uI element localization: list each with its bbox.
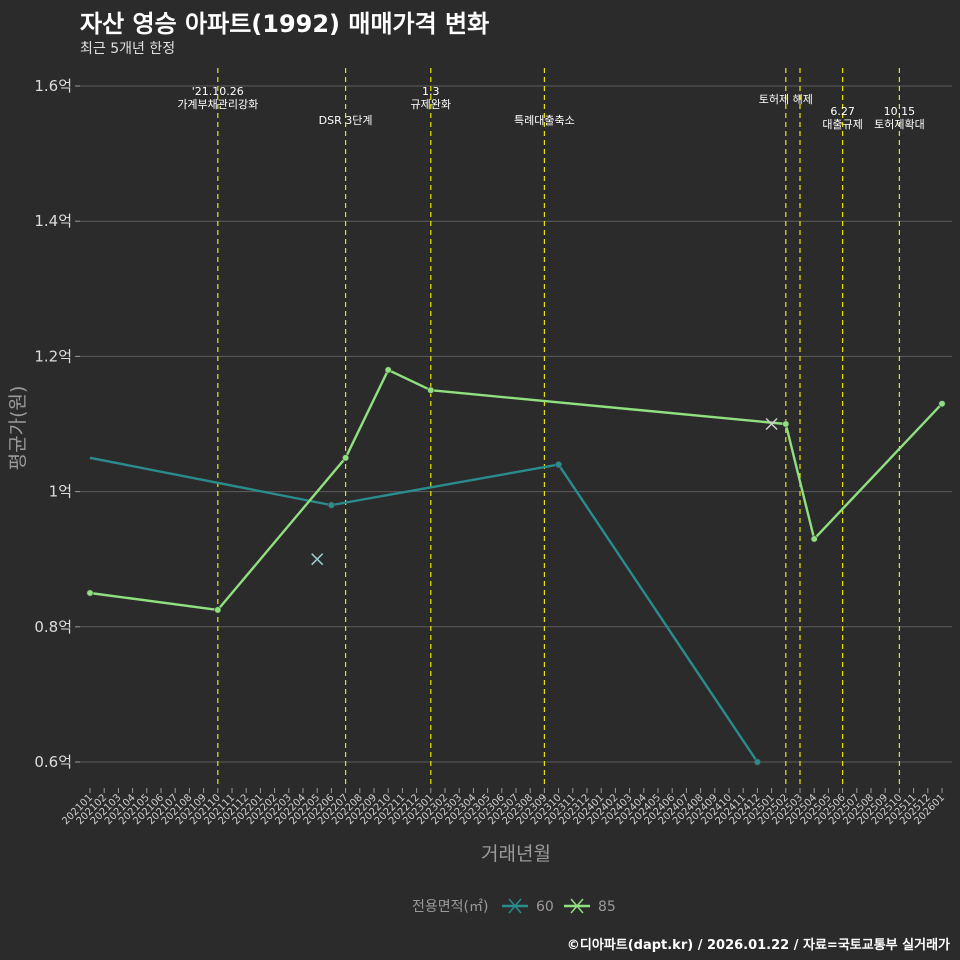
legend-label: 60 — [536, 899, 554, 915]
legend-item-85: 85 — [564, 898, 616, 915]
credit-footer: ©디아파트(dapt.kr) / 2026.01.22 / 자료=국토교통부 실… — [566, 938, 950, 953]
event-annotation: 6.27 — [830, 105, 855, 118]
x-marker-stroke — [765, 417, 778, 431]
data-point-60 — [753, 758, 761, 766]
legend-swatch-x — [508, 898, 522, 914]
data-point-85 — [782, 420, 790, 428]
legend-label: 85 — [598, 899, 616, 915]
event-annotation: 10.15 — [884, 105, 916, 118]
y-tick-label: 1.4억 — [34, 212, 72, 230]
y-tick-label: 0.6억 — [34, 753, 72, 771]
chart-title: 자산 영승 아파트(1992) 매매가격 변화 — [80, 10, 490, 38]
y-tick-label: 1억 — [49, 483, 72, 501]
series-layer — [86, 366, 946, 766]
event-annotation: 토허제확대 — [874, 118, 925, 131]
data-point-60 — [327, 501, 335, 509]
event-annotation: 대출규제 — [822, 118, 862, 131]
y-tick-label: 1.2억 — [34, 347, 72, 365]
x-axis-title: 거래년월 — [481, 843, 551, 865]
event-annotation: 토허제 해제 — [759, 92, 813, 106]
y-axis-title: 평균가(원) — [7, 386, 29, 471]
event-annotation: '21.10.26 — [192, 85, 244, 98]
event-annotation: 1.3 — [422, 85, 440, 98]
y-tick-label: 1.6억 — [34, 77, 72, 95]
series-line-60 — [89, 456, 759, 763]
chart-subtitle: 최근 5개년 한정 — [80, 41, 176, 57]
legend-item-60: 60 — [502, 898, 554, 915]
event-annotation: DSR 3단계 — [319, 114, 373, 127]
event-annotation: 가계부채관리강화 — [177, 98, 258, 111]
data-point-85 — [938, 400, 946, 408]
x-marker-60 — [311, 553, 324, 566]
data-point-85 — [384, 366, 392, 374]
event-annotation: 규제완화 — [411, 98, 451, 111]
data-point-85 — [810, 535, 818, 543]
legend-swatch-x — [570, 898, 584, 914]
x-marker-85 — [765, 417, 778, 431]
data-point-60 — [555, 461, 563, 469]
data-point-85 — [214, 606, 222, 614]
grid-layer — [80, 85, 952, 763]
legend-title: 전용면적(㎡) — [412, 899, 488, 915]
event-annotation: 특례대출축소 — [514, 114, 575, 127]
x-marker-stroke — [311, 553, 324, 566]
data-point-85 — [342, 454, 350, 462]
y-tick-label: 0.8억 — [34, 618, 72, 636]
data-point-85 — [86, 589, 94, 597]
series-line-85 — [89, 368, 943, 612]
data-point-85 — [427, 386, 435, 394]
axis-layer: 0.6억0.8억1억1.2억1.4억1.6억202101202102202103… — [7, 77, 947, 865]
legend: 전용면적(㎡) 60 85 — [412, 898, 616, 915]
